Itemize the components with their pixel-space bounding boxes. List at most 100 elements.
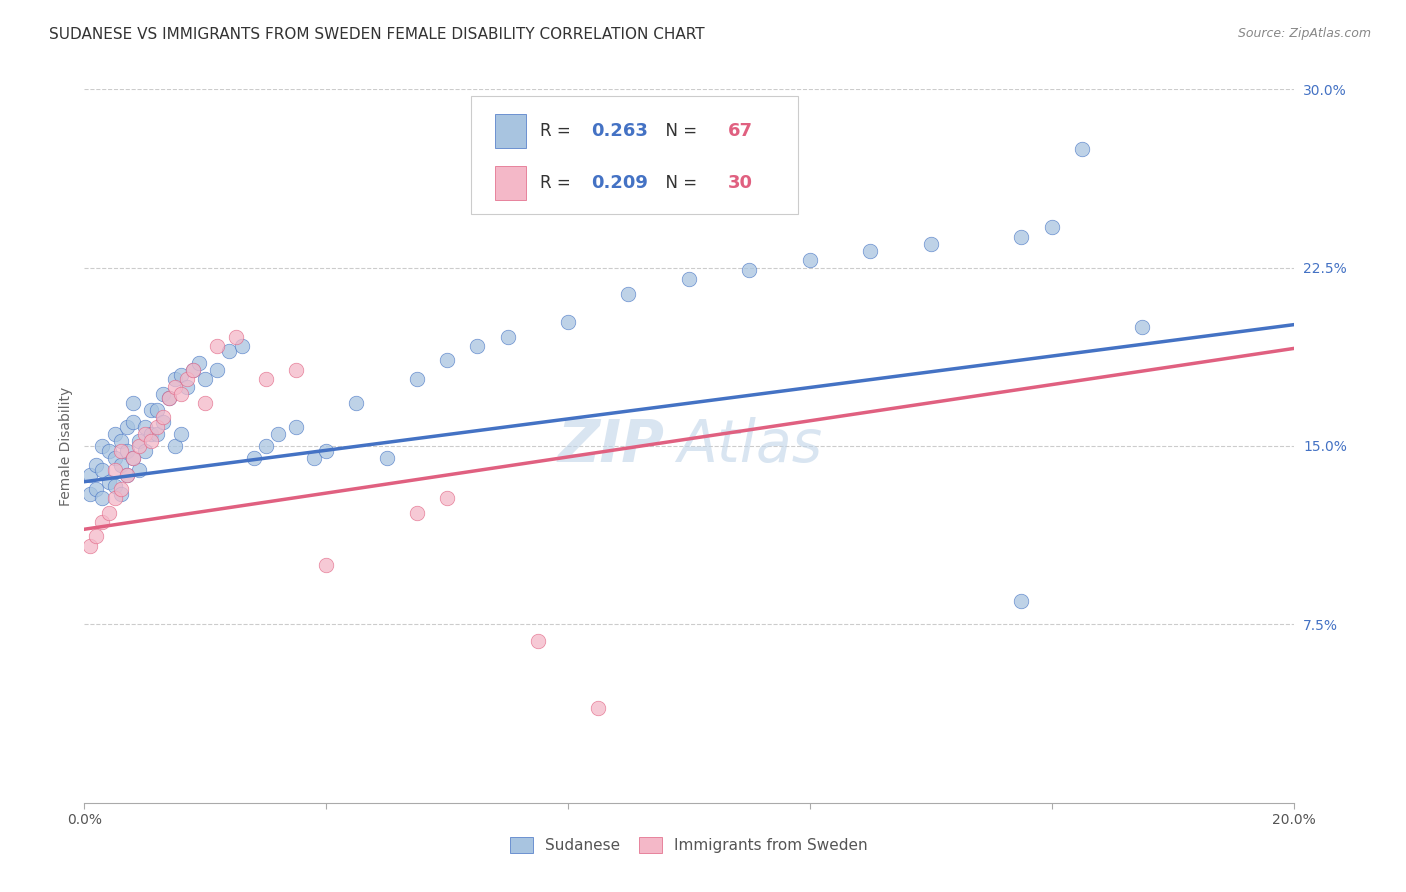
Point bbox=[157, 392, 180, 406]
Point bbox=[139, 403, 162, 417]
Point bbox=[91, 463, 114, 477]
Legend: Sudanese, Immigrants from Sweden: Sudanese, Immigrants from Sweden bbox=[505, 831, 873, 859]
Text: R =: R = bbox=[540, 174, 576, 192]
Point bbox=[218, 343, 240, 358]
Point bbox=[86, 529, 108, 543]
Point bbox=[920, 236, 942, 251]
Point bbox=[97, 443, 120, 458]
Point bbox=[79, 486, 101, 500]
Bar bbox=[495, 166, 526, 200]
Point bbox=[1011, 593, 1033, 607]
Bar bbox=[495, 114, 526, 148]
Text: 0.263: 0.263 bbox=[591, 122, 648, 140]
Point bbox=[738, 263, 761, 277]
Text: Atlas: Atlas bbox=[676, 417, 823, 475]
Point bbox=[104, 450, 127, 465]
Text: ZIP: ZIP bbox=[558, 417, 665, 475]
Point bbox=[110, 434, 132, 449]
Point bbox=[170, 368, 193, 382]
Point bbox=[406, 372, 429, 386]
Point bbox=[134, 420, 156, 434]
Point bbox=[139, 434, 162, 449]
Point bbox=[110, 458, 132, 472]
Point bbox=[170, 427, 193, 442]
Point bbox=[285, 363, 308, 377]
Point bbox=[165, 372, 187, 386]
Point bbox=[104, 491, 127, 506]
Point bbox=[97, 506, 120, 520]
Point bbox=[436, 353, 458, 368]
Point bbox=[134, 427, 156, 442]
Text: 67: 67 bbox=[728, 122, 752, 140]
Point bbox=[557, 315, 579, 329]
Point bbox=[115, 420, 138, 434]
Point bbox=[115, 467, 138, 482]
Text: 30: 30 bbox=[728, 174, 752, 192]
Text: N =: N = bbox=[655, 174, 703, 192]
Point bbox=[86, 482, 108, 496]
Point bbox=[115, 443, 138, 458]
Point bbox=[1071, 142, 1094, 156]
Point bbox=[170, 386, 193, 401]
Point bbox=[267, 427, 290, 442]
Point bbox=[79, 467, 101, 482]
Point bbox=[588, 700, 610, 714]
Point bbox=[152, 415, 174, 429]
Point bbox=[194, 372, 217, 386]
Point bbox=[110, 482, 132, 496]
Point bbox=[128, 439, 150, 453]
Point bbox=[110, 486, 132, 500]
Point bbox=[79, 539, 101, 553]
Point bbox=[176, 379, 198, 393]
Point bbox=[678, 272, 700, 286]
Point bbox=[207, 339, 229, 353]
Point bbox=[231, 339, 253, 353]
Point bbox=[139, 427, 162, 442]
Point bbox=[110, 443, 132, 458]
Point bbox=[146, 420, 169, 434]
Point bbox=[406, 506, 429, 520]
Point bbox=[254, 439, 277, 453]
Point bbox=[165, 439, 187, 453]
Point bbox=[496, 329, 519, 343]
Point bbox=[436, 491, 458, 506]
Point bbox=[242, 450, 264, 465]
Point bbox=[1130, 320, 1153, 334]
Point bbox=[152, 386, 174, 401]
Point bbox=[1011, 229, 1033, 244]
Point bbox=[146, 427, 169, 442]
Point bbox=[188, 356, 211, 370]
Point bbox=[375, 450, 398, 465]
Point bbox=[467, 339, 489, 353]
Point bbox=[617, 286, 640, 301]
Text: 0.209: 0.209 bbox=[591, 174, 648, 192]
Point bbox=[121, 415, 143, 429]
Point bbox=[302, 450, 325, 465]
Point bbox=[181, 363, 204, 377]
Text: SUDANESE VS IMMIGRANTS FROM SWEDEN FEMALE DISABILITY CORRELATION CHART: SUDANESE VS IMMIGRANTS FROM SWEDEN FEMAL… bbox=[49, 27, 704, 42]
Point bbox=[527, 634, 550, 648]
Point bbox=[152, 410, 174, 425]
Point bbox=[254, 372, 277, 386]
Point bbox=[115, 467, 138, 482]
Point bbox=[1040, 220, 1063, 235]
Point bbox=[91, 491, 114, 506]
Point bbox=[121, 450, 143, 465]
Point bbox=[225, 329, 247, 343]
Point bbox=[157, 392, 180, 406]
Point bbox=[146, 403, 169, 417]
Point bbox=[86, 458, 108, 472]
Point bbox=[176, 372, 198, 386]
Point bbox=[104, 427, 127, 442]
Point bbox=[207, 363, 229, 377]
Y-axis label: Female Disability: Female Disability bbox=[59, 386, 73, 506]
Text: N =: N = bbox=[655, 122, 703, 140]
Text: R =: R = bbox=[540, 122, 576, 140]
FancyBboxPatch shape bbox=[471, 96, 797, 214]
Point bbox=[315, 558, 337, 572]
Point bbox=[104, 479, 127, 493]
Point bbox=[134, 443, 156, 458]
Point bbox=[194, 396, 217, 410]
Point bbox=[315, 443, 337, 458]
Point bbox=[128, 434, 150, 449]
